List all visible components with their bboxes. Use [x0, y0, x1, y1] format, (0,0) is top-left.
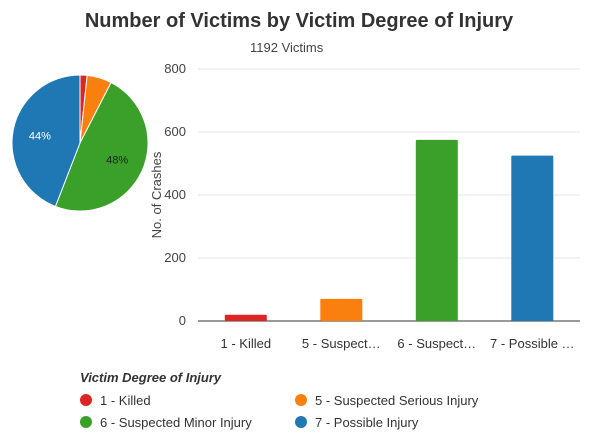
- y-tick-label: 400: [164, 187, 186, 202]
- y-tick-label: 800: [164, 61, 186, 76]
- legend-item-minor-injury[interactable]: 6 - Suspected Minor Injury: [80, 413, 295, 431]
- legend-title: Victim Degree of Injury: [80, 370, 222, 385]
- bar-minor-injury[interactable]: [415, 139, 458, 321]
- y-tick-label: 600: [164, 124, 186, 139]
- chart-title: Number of Victims by Victim Degree of In…: [84, 10, 514, 32]
- legend-swatch-killed: [80, 394, 92, 406]
- bar-serious-injury[interactable]: [320, 298, 363, 321]
- bar-possible-injury[interactable]: [511, 155, 554, 321]
- x-tick-label-serious-injury: 5 - Suspect…: [302, 336, 381, 351]
- pie-label-minor-injury: 48%: [106, 155, 128, 167]
- y-axis-label: No. of Crashes: [149, 151, 164, 238]
- legend-item-killed[interactable]: 1 - Killed: [80, 391, 295, 409]
- pie-slice-minor-injury[interactable]: [54, 81, 149, 212]
- legend-label: 7 - Possible Injury: [315, 414, 419, 430]
- pie-chart: 48% 44%: [11, 74, 149, 212]
- legend-swatch-possible-injury: [295, 416, 307, 428]
- legend-label: 6 - Suspected Minor Injury: [100, 414, 252, 430]
- legend-item-serious-injury[interactable]: 5 - Suspected Serious Injury: [295, 391, 515, 409]
- chart-subtitle: 1192 Victims: [250, 40, 324, 55]
- legend-item-possible-injury[interactable]: 7 - Possible Injury: [295, 413, 515, 431]
- legend-swatch-serious-injury: [295, 394, 307, 406]
- x-tick-label-possible-injury: 7 - Possible …: [490, 336, 575, 351]
- y-tick-label: 200: [164, 250, 186, 265]
- legend-label: 1 - Killed: [100, 392, 151, 408]
- bar-killed[interactable]: [224, 314, 267, 321]
- x-tick-label-killed: 1 - Killed: [221, 336, 272, 351]
- bar-chart: 0 200 400 600 800 No. of Crashes 1 - Killed 5 -…: [149, 61, 580, 351]
- pie-label-possible-injury: 44%: [29, 131, 51, 143]
- x-tick-label-minor-injury: 6 - Suspect…: [397, 336, 476, 351]
- legend: Victim Degree of Injury 1 - Killed 5 - S…: [80, 370, 580, 431]
- y-tick-label: 0: [179, 313, 186, 328]
- legend-label: 5 - Suspected Serious Injury: [315, 392, 479, 408]
- pie-slice-possible-injury[interactable]: [11, 74, 81, 208]
- legend-swatch-minor-injury: [80, 416, 92, 428]
